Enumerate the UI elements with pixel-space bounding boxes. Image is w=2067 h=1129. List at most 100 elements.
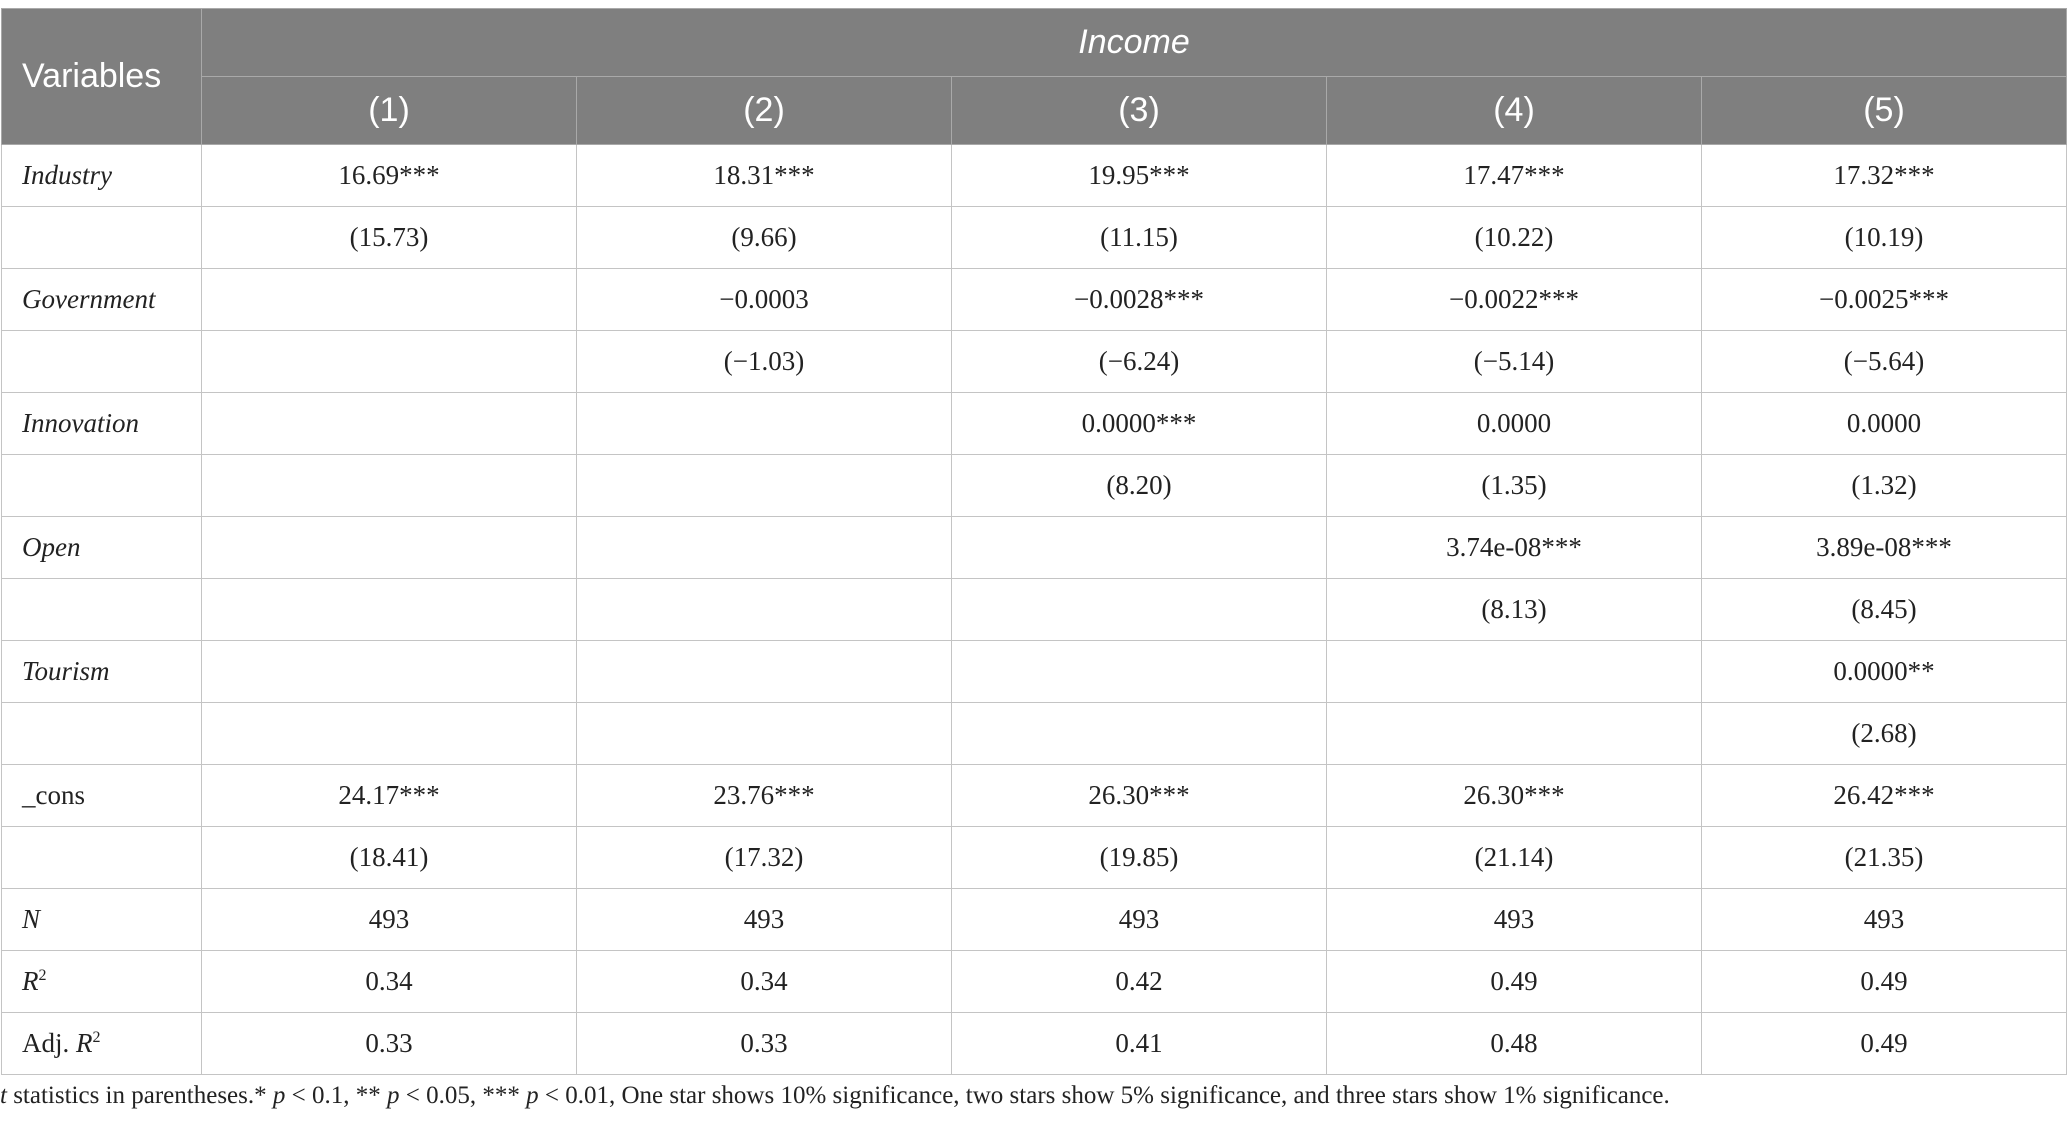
table-cell — [201, 702, 577, 765]
variables-header: Variables — [1, 8, 202, 145]
row-label: Tourism — [1, 640, 202, 703]
table-cell — [201, 454, 577, 517]
table-body: Industry 16.69*** 18.31*** 19.95*** 17.47***… — [1, 144, 2067, 1075]
footnote-p2: p — [386, 1082, 400, 1109]
table-row: Adj. R2 0.33 0.33 0.41 0.48 0.49 — [1, 1012, 2067, 1075]
table-cell — [201, 392, 577, 455]
table-cell: 0.0000** — [1701, 640, 2067, 703]
footnote-t: t — [0, 1082, 7, 1109]
table-cell — [576, 702, 952, 765]
table-cell — [576, 454, 952, 517]
table-row: N 493 493 493 493 493 — [1, 888, 2067, 951]
row-label: N — [1, 888, 202, 951]
table-cell: 24.17*** — [201, 764, 577, 827]
row-label — [1, 454, 202, 517]
header-row-columns: (1) (2) (3) (4) (5) — [2, 76, 2067, 145]
table-cell: 0.49 — [1326, 950, 1702, 1013]
table-row: (15.73) (9.66) (11.15) (10.22) (10.19) — [1, 206, 2067, 269]
table-row: Innovation 0.0000*** 0.0000 0.0000 — [1, 392, 2067, 455]
table-row: _cons 24.17*** 23.76*** 26.30*** 26.30*** 26.… — [1, 764, 2067, 827]
table-cell: 23.76*** — [576, 764, 952, 827]
table-row: Tourism 0.0000** — [1, 640, 2067, 703]
table-cell — [951, 702, 1327, 765]
table-cell: 26.42*** — [1701, 764, 2067, 827]
footnote-p3: p — [526, 1082, 539, 1109]
table-cell — [1326, 640, 1702, 703]
header-row-group: Variables Income — [1, 8, 2067, 145]
table-cell: (18.41) — [201, 826, 577, 889]
table-cell — [1326, 702, 1702, 765]
table-cell: 0.34 — [576, 950, 952, 1013]
table-cell: 493 — [576, 888, 952, 951]
table-cell: (21.35) — [1701, 826, 2067, 889]
row-label: Adj. R2 — [1, 1012, 202, 1075]
row-label: Industry — [1, 144, 202, 207]
table-cell — [201, 330, 577, 393]
table-cell: (1.32) — [1701, 454, 2067, 517]
income-group-header: Income — [201, 8, 2067, 77]
regression-table-container: Variables Income (1) (2) (3) (4) (5) Ind… — [0, 8, 2067, 1075]
table-cell: 493 — [951, 888, 1327, 951]
row-label: Innovation — [1, 392, 202, 455]
table-footnote: t statistics in parentheses.* p < 0.1, *… — [0, 1082, 1670, 1110]
table-cell — [201, 516, 577, 579]
table-cell: (−5.14) — [1326, 330, 1702, 393]
table-cell: (8.45) — [1701, 578, 2067, 641]
table-cell: 493 — [1701, 888, 2067, 951]
row-label — [1, 206, 202, 269]
table-cell: 493 — [201, 888, 577, 951]
table-cell: 493 — [1326, 888, 1702, 951]
table-header: Variables Income (1) (2) (3) (4) (5) — [1, 8, 2067, 145]
table-cell: 3.74e-08*** — [1326, 516, 1702, 579]
regression-table: Variables Income (1) (2) (3) (4) (5) Ind… — [1, 8, 2067, 1075]
table-cell: 0.34 — [201, 950, 577, 1013]
table-cell: (17.32) — [576, 826, 952, 889]
table-cell: 0.0000*** — [951, 392, 1327, 455]
table-cell: (−5.64) — [1701, 330, 2067, 393]
table-row: Open 3.74e-08*** 3.89e-08*** — [1, 516, 2067, 579]
table-cell — [951, 578, 1327, 641]
table-cell — [576, 392, 952, 455]
table-row: (2.68) — [1, 702, 2067, 765]
table-cell: (2.68) — [1701, 702, 2067, 765]
footnote-part1: statistics in parentheses.* — [6, 1082, 273, 1109]
table-cell: (21.14) — [1326, 826, 1702, 889]
table-cell: 0.0000 — [1701, 392, 2067, 455]
table-cell: 0.41 — [951, 1012, 1327, 1075]
table-cell: 17.47*** — [1326, 144, 1702, 207]
table-cell: 19.95*** — [951, 144, 1327, 207]
table-cell: (−6.24) — [951, 330, 1327, 393]
row-label — [1, 826, 202, 889]
table-cell: (8.20) — [951, 454, 1327, 517]
row-label: R2 — [1, 950, 202, 1013]
footnote-p1: p — [272, 1082, 286, 1109]
table-cell: 0.0000 — [1326, 392, 1702, 455]
row-label — [1, 330, 202, 393]
table-row: (18.41) (17.32) (19.85) (21.14) (21.35) — [1, 826, 2067, 889]
table-cell: 26.30*** — [1326, 764, 1702, 827]
table-cell: (1.35) — [1326, 454, 1702, 517]
table-cell — [951, 516, 1327, 579]
footnote-part4: < 0.01, One star shows 10% significance,… — [538, 1082, 1670, 1109]
table-cell: (−1.03) — [576, 330, 952, 393]
table-cell: (11.15) — [951, 206, 1327, 269]
table-cell: 26.30*** — [951, 764, 1327, 827]
table-cell: −0.0025*** — [1701, 268, 2067, 331]
table-cell: (8.13) — [1326, 578, 1702, 641]
column-header-5: (5) — [1701, 76, 2067, 145]
row-label — [1, 578, 202, 641]
column-header-4: (4) — [1326, 76, 1702, 145]
row-label: _cons — [1, 764, 202, 827]
column-header-1: (1) — [201, 76, 577, 145]
table-cell: (9.66) — [576, 206, 952, 269]
table-cell — [576, 516, 952, 579]
table-cell: 0.33 — [201, 1012, 577, 1075]
table-cell: (15.73) — [201, 206, 577, 269]
table-cell: (19.85) — [951, 826, 1327, 889]
table-cell: −0.0028*** — [951, 268, 1327, 331]
footnote-part2: < 0.1, ** — [285, 1082, 387, 1109]
table-row: (8.20) (1.35) (1.32) — [1, 454, 2067, 517]
row-label: Open — [1, 516, 202, 579]
table-cell: 16.69*** — [201, 144, 577, 207]
table-row: (8.13) (8.45) — [1, 578, 2067, 641]
